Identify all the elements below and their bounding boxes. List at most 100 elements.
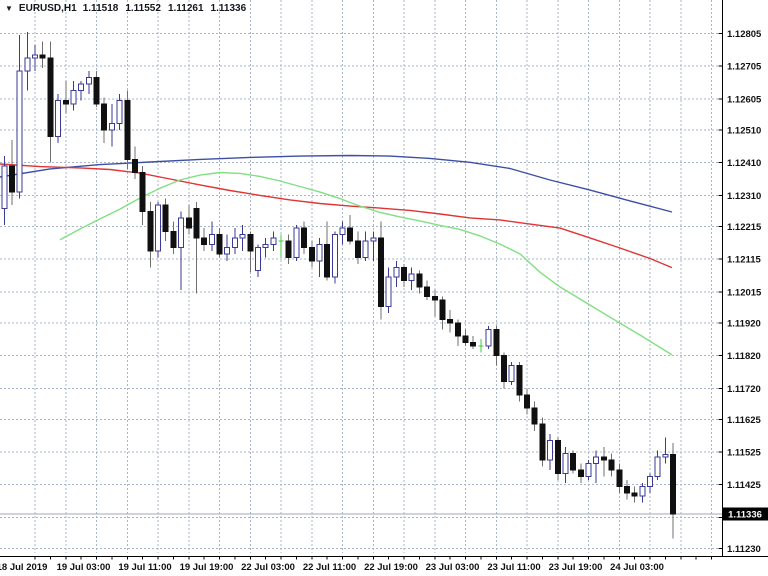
bull-candle-body [316,243,323,262]
high-value: 1.11552 [125,3,161,14]
candle [539,417,546,467]
bear-candle-body [93,77,100,105]
candle [247,231,254,273]
candle [254,244,261,278]
price-axis-label: 1.11720 [727,384,761,395]
candle [408,267,415,291]
bull-candle-body [331,234,338,278]
bull-candle-body [254,247,261,272]
candle [524,388,530,415]
bear-candle-body [62,100,69,105]
bull-candle-body [485,328,492,347]
candle [623,479,630,500]
bear-candle-body [377,237,384,308]
candle [139,165,146,225]
candle [316,237,323,278]
price-axis-label: 1.11525 [727,448,762,459]
candle [416,270,423,294]
bull-candle-body [32,54,38,59]
time-axis-label: 22 Jul 11:00 [303,562,356,573]
candle [585,460,592,480]
candle [362,231,369,261]
price-axis-label: 1.11920 [727,318,761,329]
candle [131,146,138,180]
candle [185,205,192,235]
bear-candle-body [170,230,177,249]
candle [239,224,246,251]
ma-medium-red [0,163,673,269]
candle [24,31,31,91]
bear-candle-body [670,453,677,515]
bear-candle-body [454,322,461,337]
candle [208,221,215,251]
candle [116,93,123,130]
candle [531,401,538,431]
candle [401,264,407,287]
candle [124,90,131,170]
bear-candle-body [131,158,138,173]
price-axis-label: 1.11820 [727,351,761,362]
candle [616,463,623,493]
bear-candle-body [162,204,169,232]
bear-candle-body [539,423,546,461]
bear-candle-body [616,469,623,487]
bear-candle-body [500,355,507,383]
candle [478,339,484,353]
candle [385,267,392,314]
ohlc-values: 1.11518 1.11552 1.11261 1.11336 [83,3,246,14]
bear-candle-body [516,364,523,396]
candle [301,221,308,255]
bull-candle-body [78,83,85,92]
bull-candle-body [639,485,646,497]
bull-candle-body [362,240,369,258]
candle [347,214,354,245]
candle [500,352,507,389]
price-axis-label: 1.12705 [727,62,762,73]
bear-candle-body [531,407,538,425]
tick-down-icon: ▼ [5,3,13,13]
candle [78,80,85,101]
candle [447,309,454,333]
bear-candle-body [401,266,407,281]
bear-candle-body [247,234,254,252]
bull-candle-body [108,122,115,131]
time-axis-label: 18 Jul 2019 [0,562,47,573]
candle [8,139,15,206]
candle [377,221,384,320]
time-axis-label: 22 Jul 03:00 [241,562,295,573]
time-axis-label: 23 Jul 03:00 [426,562,480,573]
candle [516,362,523,402]
candle [354,231,361,265]
time-axis-label: 22 Jul 19:00 [364,562,418,573]
bull-candle-body [155,204,161,252]
candle [270,231,277,251]
candle [670,443,677,539]
price-axis-label: 1.11425 [727,480,762,491]
time-axis-label: 19 Jul 19:00 [180,562,234,573]
price-axis-label: 1.12215 [727,222,762,233]
candle [85,71,92,94]
time-axis-label: 19 Jul 03:00 [57,562,111,573]
price-axis[interactable]: 1.12805 1.12705 1.12605 1.12510 1.12410 1.123… [718,29,763,555]
time-axis[interactable]: 18 Jul 2019 19 Jul 03:00 19 Jul 11:00 19 Ju… [0,556,712,574]
candle [547,434,554,471]
price-axis-label: 1.11230 [727,544,761,555]
candle [508,362,515,386]
current-price-badge-text: 1.11336 [728,509,762,520]
candle [370,231,377,261]
bull-candle-body [270,237,277,245]
bull-candle-body [339,227,346,236]
bear-candle-body [631,492,638,497]
candle [16,35,23,199]
candle [216,228,223,258]
bear-candle-body [147,211,154,252]
candle [631,486,638,503]
candle [654,450,661,480]
bear-candle-body [216,234,223,255]
bear-candle-body [354,240,361,258]
candle [577,463,584,484]
candle [155,201,161,258]
